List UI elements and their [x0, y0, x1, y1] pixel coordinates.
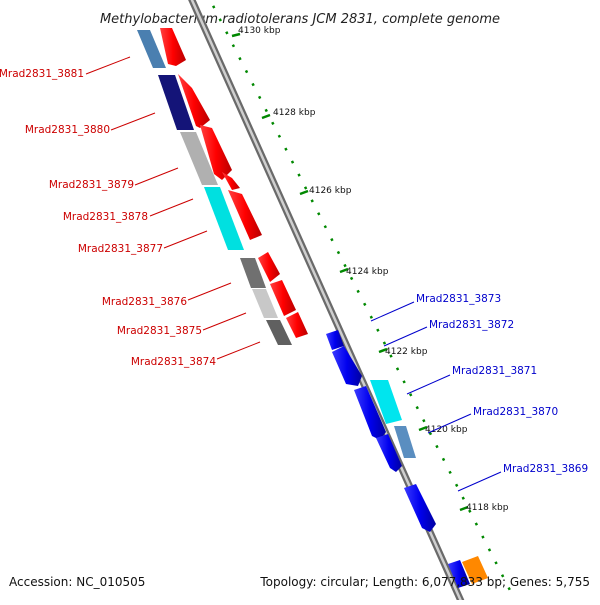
ruler-tick-mark [261, 113, 271, 120]
ruler-tick-mark [459, 505, 469, 512]
cds-3879[interactable] [200, 125, 232, 180]
ruler-tick-label: 4120 kbp [425, 425, 468, 435]
cds-3881[interactable] [160, 28, 186, 66]
leader-line [370, 301, 415, 322]
map-title: Methylobacterium radiotolerans JCM 2831,… [100, 12, 500, 27]
cds-3877-rna[interactable] [204, 187, 244, 250]
ruler-tick-label: 4118 kbp [466, 503, 509, 513]
ruler-ticks: 4130 kbp 4128 kbp 4126 kbp 4124 kbp 4122… [231, 26, 509, 513]
label-mrad2831-3878[interactable]: Mrad2831_3878 [63, 211, 148, 223]
leader-line [457, 471, 502, 492]
leader-line [149, 198, 194, 217]
ruler-dotted-line [208, 0, 519, 605]
label-mrad2831-3874[interactable]: Mrad2831_3874 [131, 356, 216, 368]
ruler-tick-label: 4128 kbp [273, 108, 316, 118]
label-mrad2831-3869[interactable]: Mrad2831_3869 [503, 463, 588, 475]
label-mrad2831-3875[interactable]: Mrad2831_3875 [117, 325, 202, 337]
leader-line [187, 282, 232, 301]
cds-3876-rna[interactable] [240, 258, 266, 288]
leader-line [216, 341, 261, 360]
cds-3880[interactable] [178, 74, 210, 128]
leader-line [406, 374, 451, 395]
cds-3871[interactable] [354, 386, 386, 440]
forward-strand-features [326, 330, 488, 588]
label-mrad2831-3881[interactable]: Mrad2831_3881 [0, 68, 84, 80]
reverse-strand-features [137, 28, 308, 345]
label-mrad2831-3876[interactable]: Mrad2831_3876 [102, 296, 187, 308]
ruler-tick-mark [299, 189, 309, 196]
cds-3869[interactable] [404, 484, 436, 532]
cds-3879-rna[interactable] [180, 132, 218, 185]
forward-labels: Mrad2831_3873 Mrad2831_3872 Mrad2831_387… [370, 293, 588, 492]
leader-line [85, 56, 131, 75]
cds-3874[interactable] [286, 312, 308, 338]
ruler-tick-mark [339, 267, 349, 274]
label-mrad2831-3872[interactable]: Mrad2831_3872 [429, 319, 514, 331]
reverse-labels: Mrad2831_3881 Mrad2831_3880 Mrad2831_387… [0, 56, 261, 368]
feature-orange[interactable] [462, 556, 488, 584]
cds-3872[interactable] [332, 346, 362, 386]
label-mrad2831-3879[interactable]: Mrad2831_3879 [49, 179, 134, 191]
cds-3881-rna[interactable] [137, 30, 166, 68]
ruler-tick-mark [418, 425, 428, 432]
leader-line [427, 413, 472, 434]
label-mrad2831-3877[interactable]: Mrad2831_3877 [78, 243, 163, 255]
genome-summary-text: Topology: circular; Length: 6,077,833 bp… [259, 575, 590, 589]
cds-3870-rna[interactable] [394, 426, 416, 458]
label-mrad2831-3871[interactable]: Mrad2831_3871 [452, 365, 537, 377]
ruler-tick-label: 4130 kbp [238, 26, 281, 36]
ruler-tick-mark [231, 32, 241, 38]
ruler-tick-mark [378, 347, 388, 354]
cds-3875-rna[interactable] [252, 289, 278, 318]
leader-line [110, 112, 156, 131]
label-mrad2831-3880[interactable]: Mrad2831_3880 [25, 124, 110, 136]
leader-line [163, 230, 208, 249]
label-mrad2831-3873[interactable]: Mrad2831_3873 [416, 293, 501, 305]
cds-next-forward[interactable] [448, 560, 470, 588]
leader-line [134, 167, 179, 186]
ruler-tick-label: 4124 kbp [346, 267, 389, 277]
cds-3873[interactable] [326, 330, 344, 350]
leader-line [202, 312, 247, 331]
cds-3876[interactable] [258, 252, 280, 282]
ruler-tick-label: 4126 kbp [309, 186, 352, 196]
cds-3878-small[interactable] [222, 172, 240, 190]
cds-3870[interactable] [376, 434, 402, 472]
cds-3878[interactable] [228, 190, 262, 240]
leader-line [383, 326, 428, 347]
label-mrad2831-3870[interactable]: Mrad2831_3870 [473, 406, 558, 418]
cds-3880-rna[interactable] [158, 75, 194, 130]
cds-3875[interactable] [270, 280, 296, 316]
ruler-tick-label: 4122 kbp [385, 347, 428, 357]
accession-text: Accession: NC_010505 [9, 575, 145, 589]
cds-3871-rna[interactable] [370, 380, 402, 424]
cds-3874-rna[interactable] [266, 320, 292, 345]
